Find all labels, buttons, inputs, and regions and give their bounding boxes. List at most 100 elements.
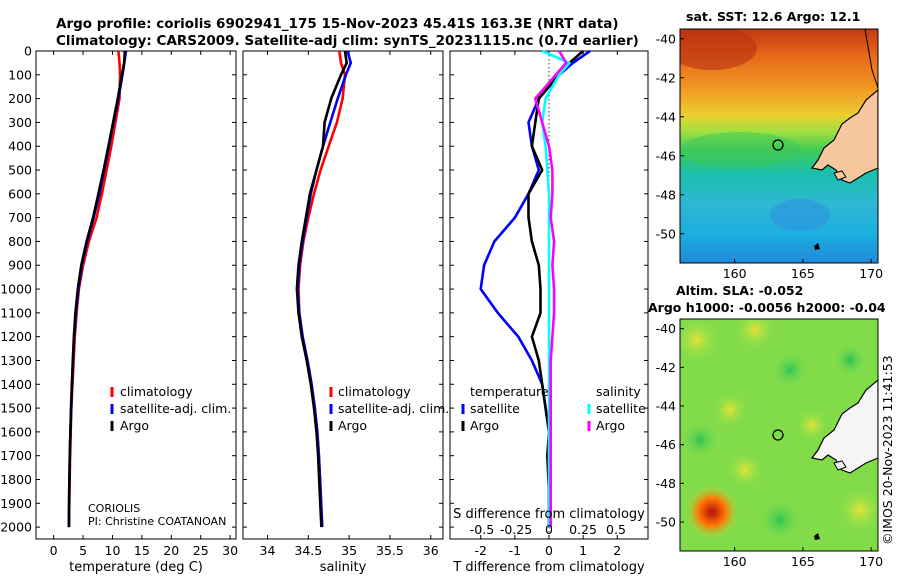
top-tick-label: -0.5	[470, 522, 494, 537]
x-tick-label: 0	[545, 543, 553, 558]
temperature-diff-legend: temperature satellite Argo	[461, 384, 549, 433]
top-tick-label: 0.5	[606, 522, 626, 537]
sla-blob	[727, 452, 763, 488]
stewart-island	[833, 460, 847, 471]
x-tick-label: 1	[579, 543, 587, 558]
sst-map-title: sat. SST: 12.6 Argo: 12.1	[686, 9, 861, 24]
figure-title-line1: Argo profile: coriolis 6902941_175 15-No…	[56, 16, 619, 32]
sla-blob	[735, 319, 775, 350]
salinity-xlabel: salinity	[320, 560, 367, 575]
y-tick-label: 1400	[0, 377, 32, 392]
map-x-tick-label: 170	[859, 554, 883, 569]
x-tick-label: 0	[50, 543, 58, 558]
sst-green-band	[680, 132, 800, 168]
sla-map: 160 165 170 -40 -42 -44 -46 -48 -50	[656, 318, 883, 569]
x-tick-label: -1	[509, 543, 521, 558]
top-tick-label: 0	[545, 522, 553, 537]
difference-xlabel: T difference from climatology	[452, 560, 645, 575]
difference-xlabel-top: S difference from climatology	[453, 507, 645, 522]
series-line-argo	[67, 50, 127, 528]
x-tick-label: -2	[474, 543, 486, 558]
x-tick-label: 34.5	[294, 543, 322, 558]
sla-blob	[684, 484, 740, 540]
sla-blob	[838, 488, 878, 532]
x-tick-label: 10	[105, 543, 121, 558]
legend-argo-label: Argo	[120, 418, 149, 433]
new-zealand-landmass	[810, 379, 878, 474]
legend-temperature-title: temperature	[470, 384, 549, 399]
y-tick-label: 800	[8, 234, 32, 249]
legend-climatology-label: climatology	[338, 384, 411, 399]
credits-line2: PI: Christine COATANOAN	[88, 515, 226, 528]
difference-top-ticklabels: -0.5 -0.25 0 0.25 0.5	[470, 522, 626, 537]
argo-float-marker	[772, 139, 784, 151]
x-tick-label: 36	[423, 543, 439, 558]
y-tick-label: 1000	[0, 282, 32, 297]
map-y-tick-label: -50	[656, 226, 676, 241]
sla-blob	[680, 319, 719, 362]
legend-satellite-label: satellite-adj. clim.	[338, 401, 449, 416]
map-y-tick-label: -48	[656, 187, 676, 202]
y-tick-label: 900	[8, 258, 32, 273]
map-x-tick-label: 165	[791, 266, 815, 281]
salinity-axes-box	[242, 50, 444, 540]
y-tick-label: 2000	[0, 520, 32, 535]
stewart-island	[833, 170, 847, 181]
map-y-tick-label: -50	[656, 515, 676, 530]
x-tick-label: 30	[222, 543, 238, 558]
small-island	[814, 533, 820, 540]
y-tick-label: 0	[24, 44, 32, 59]
sst-map: 160 165 170 -40 -42 -44 -46 -48 -50	[656, 28, 883, 281]
temperature-panel: 0100200300400500600700800900100011001200…	[0, 44, 238, 576]
y-tick-label: 1300	[0, 353, 32, 368]
y-tick-label: 300	[8, 115, 32, 130]
y-tick-label: 500	[8, 163, 32, 178]
map-y-tick-label: -40	[656, 31, 676, 46]
y-tick-label: 1200	[0, 329, 32, 344]
map-y-tick-label: -40	[656, 321, 676, 336]
y-tick-label: 100	[8, 67, 32, 82]
legend-argo-label: Argo	[338, 418, 367, 433]
x-tick-label: 2	[613, 543, 621, 558]
map-y-tick-label: -42	[656, 70, 676, 85]
argo-float-marker	[772, 429, 784, 441]
coast-north	[864, 29, 878, 89]
y-tick-label: 1100	[0, 305, 32, 320]
top-tick-label: 0.25	[569, 522, 597, 537]
y-tick-label: 700	[8, 210, 32, 225]
y-tick-label: 600	[8, 186, 32, 201]
x-tick-label: 25	[193, 543, 209, 558]
salinity-legend: climatology satellite-adj. clim. Argo	[329, 384, 449, 433]
map-y-tick-label: -46	[656, 148, 676, 163]
legend-argo-salinity-label: Argo	[596, 418, 625, 433]
map-y-tick-label: -44	[656, 109, 676, 124]
salinity-diff-legend: salinity satellite Argo	[587, 384, 646, 433]
sla-blob	[680, 420, 720, 460]
legend-argo-label: Argo	[470, 418, 499, 433]
temperature-xlabel: temperature (deg C)	[69, 560, 203, 575]
legend-satellite-label: satellite	[470, 401, 520, 416]
map-y-tick-label: -42	[656, 360, 676, 375]
small-island	[814, 243, 820, 250]
sla-map-frame	[679, 318, 879, 552]
sla-blob	[796, 409, 828, 441]
credits-line1: CORIOLIS	[88, 502, 140, 515]
sla-blob	[770, 350, 810, 390]
map-x-tick-label: 160	[723, 266, 747, 281]
temperature-legend: climatology satellite-adj. clim. Argo	[110, 384, 231, 433]
series-line-argo-salinity	[533, 50, 568, 528]
x-tick-label: 34	[260, 543, 276, 558]
y-tick-label: 400	[8, 139, 32, 154]
top-tick-label: -0.25	[500, 522, 532, 537]
y-tick-label: 1900	[0, 496, 32, 511]
temperature-axes-box	[35, 50, 237, 540]
series-line-argo	[295, 50, 349, 528]
map-y-tick-label: -48	[656, 476, 676, 491]
sla-map-title-line2: Argo h1000: -0.0056 h2000: -0.04	[648, 300, 886, 315]
salinity-panel: 34 34.5 35 35.5 36 salinity climatology sate…	[242, 50, 449, 575]
difference-panel: -2 -1 0 1 2 T difference from climatology S …	[449, 49, 649, 575]
legend-sat-salinity-label: satellite	[596, 401, 646, 416]
sst-cool-patch	[770, 199, 830, 231]
y-tick-label: 1800	[0, 472, 32, 487]
